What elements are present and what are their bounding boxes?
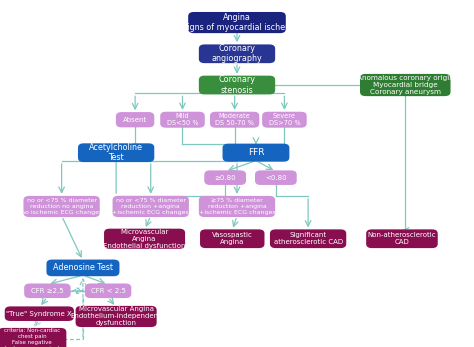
Text: Microvascular
Angina
Endothelial dysfunction: Microvascular Angina Endothelial dysfunc… — [103, 229, 186, 249]
Text: CFR ≥2.5: CFR ≥2.5 — [31, 288, 64, 294]
FancyBboxPatch shape — [78, 143, 155, 162]
Text: Anomalous coronary origin
Myocardial bridge
Coronary aneurysm: Anomalous coronary origin Myocardial bri… — [357, 75, 454, 95]
FancyBboxPatch shape — [199, 44, 275, 63]
Text: "True" Syndrome X: "True" Syndrome X — [7, 311, 72, 317]
FancyBboxPatch shape — [199, 196, 275, 217]
FancyBboxPatch shape — [223, 144, 289, 162]
FancyBboxPatch shape — [255, 170, 297, 185]
FancyBboxPatch shape — [0, 328, 66, 347]
Text: Microvascular Angina
Endothelium-independent
dysfunction: Microvascular Angina Endothelium-indepen… — [71, 306, 162, 327]
FancyBboxPatch shape — [262, 112, 307, 128]
Text: False positive entry
criteria: Non-cardiac
chest pain
False negative
tests = non: False positive entry criteria: Non-cardi… — [2, 322, 62, 347]
Text: Coronary
angiography: Coronary angiography — [211, 44, 263, 64]
FancyBboxPatch shape — [360, 74, 450, 96]
Text: no or <75 % diameter
reduction +angina
+ischemic ECG changes: no or <75 % diameter reduction +angina +… — [112, 198, 189, 215]
Text: Severe
DS>70 %: Severe DS>70 % — [269, 113, 300, 126]
Text: Moderate
DS 50-70 %: Moderate DS 50-70 % — [215, 113, 254, 126]
Text: <0.80: <0.80 — [265, 175, 287, 181]
FancyBboxPatch shape — [160, 112, 205, 128]
Text: ≥0.80: ≥0.80 — [214, 175, 236, 181]
Text: FFR: FFR — [248, 148, 264, 157]
Text: Acetylcholine
Test: Acetylcholine Test — [89, 143, 143, 162]
FancyBboxPatch shape — [75, 306, 156, 327]
FancyBboxPatch shape — [200, 229, 264, 248]
FancyBboxPatch shape — [24, 283, 71, 298]
FancyBboxPatch shape — [210, 112, 259, 128]
Text: Vasospastic
Angina: Vasospastic Angina — [212, 232, 253, 245]
Text: Non-atherosclerotic
CAD: Non-atherosclerotic CAD — [368, 232, 436, 245]
Text: Adenosine Test: Adenosine Test — [53, 263, 113, 272]
Text: Coronary
stenosis: Coronary stenosis — [219, 75, 255, 95]
FancyBboxPatch shape — [204, 170, 246, 185]
FancyBboxPatch shape — [270, 229, 346, 248]
FancyBboxPatch shape — [188, 12, 286, 33]
FancyBboxPatch shape — [116, 112, 154, 127]
Text: Absent: Absent — [123, 117, 147, 123]
FancyBboxPatch shape — [199, 76, 275, 94]
FancyBboxPatch shape — [85, 283, 131, 298]
FancyBboxPatch shape — [46, 260, 119, 276]
Text: Angina
+ signs of myocardial ischemia: Angina + signs of myocardial ischemia — [174, 13, 300, 32]
FancyBboxPatch shape — [104, 229, 185, 249]
Text: CFR < 2.5: CFR < 2.5 — [91, 288, 126, 294]
FancyBboxPatch shape — [366, 229, 438, 248]
FancyBboxPatch shape — [23, 196, 100, 217]
Text: Mild
DS<50 %: Mild DS<50 % — [167, 113, 198, 126]
FancyBboxPatch shape — [5, 306, 74, 321]
Text: Significant
atherosclerotic CAD: Significant atherosclerotic CAD — [273, 232, 343, 245]
Text: ≥75 % diameter
reduction +angina
+ischemic ECG changes: ≥75 % diameter reduction +angina +ischem… — [199, 198, 275, 215]
FancyBboxPatch shape — [112, 196, 189, 217]
Text: no or <75 % diameter
reduction no angina
no ischemic ECG changes: no or <75 % diameter reduction no angina… — [21, 198, 102, 215]
